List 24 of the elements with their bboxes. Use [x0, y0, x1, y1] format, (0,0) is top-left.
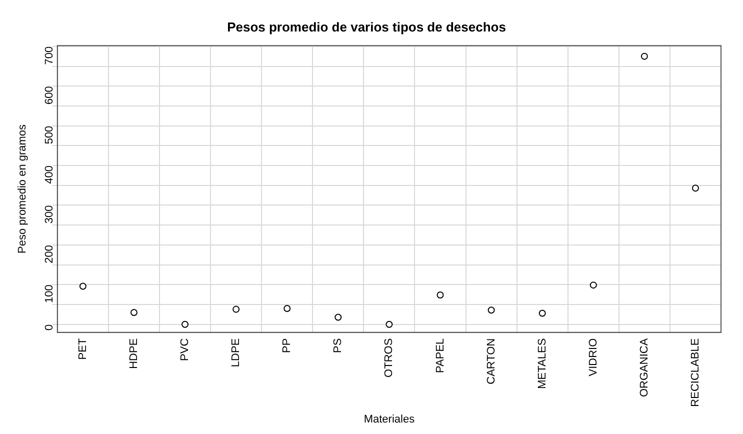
- y-tick-label: 300: [43, 205, 56, 224]
- x-tick-label: LDPE: [230, 338, 242, 368]
- y-tick-label: 0: [43, 324, 56, 331]
- y-tick-label: 200: [43, 244, 56, 264]
- y-tick-label: 700: [43, 46, 56, 65]
- x-tick-label: PP: [281, 338, 294, 354]
- x-tick-label: ORGANICA: [638, 338, 650, 398]
- y-tick-label: 500: [43, 126, 56, 144]
- x-tick-label: HDPE: [128, 338, 140, 369]
- y-axis-title: Peso promedio en gramos: [16, 124, 29, 254]
- x-tick-label: PET: [76, 338, 89, 360]
- x-tick-label: OTROS: [383, 338, 396, 378]
- y-tick-label: 600: [43, 86, 56, 104]
- y-tick-label: 100: [43, 284, 56, 304]
- x-tick-label: PVC: [179, 338, 192, 361]
- x-axis-title: Materiales: [364, 413, 416, 426]
- x-tick-label: VIDRIO: [587, 338, 600, 376]
- x-tick-label: CARTON: [485, 338, 498, 384]
- chart-title: Pesos promedio de varios tipos de desechos: [227, 19, 506, 34]
- y-tick-label: 400: [43, 166, 56, 184]
- x-tick-label: METALES: [536, 338, 548, 389]
- x-tick-label: PAPEL: [434, 338, 446, 373]
- x-tick-label: PS: [332, 338, 344, 354]
- x-tick-label: RECICLABLE: [690, 338, 702, 407]
